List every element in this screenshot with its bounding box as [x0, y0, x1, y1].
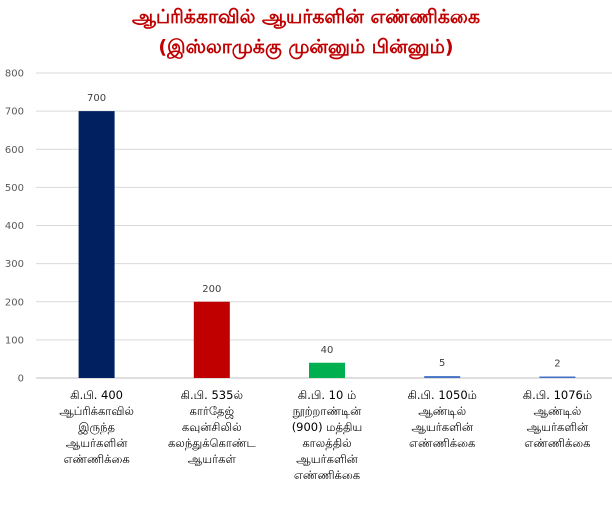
category-label-line: ஆயர்கள் [187, 452, 236, 466]
category-label-line: கி.பி. 1050ம் [407, 388, 477, 402]
data-label-3: 40 [321, 345, 334, 356]
category-label-5: கி.பி. 1076ம் ஆண்டில் ஆயர்களின் எண்ணிக்கை [501, 387, 612, 451]
category-label-line: எண்ணிக்கை [409, 436, 476, 450]
y-tick-label: 400 [5, 221, 24, 232]
data-label-1: 700 [87, 93, 106, 104]
y-tick-label: 200 [5, 297, 24, 308]
y-tick-label: 300 [5, 259, 24, 270]
data-label-5: 2 [554, 359, 560, 370]
y-tick-label: 800 [5, 69, 24, 80]
data-label-4: 5 [439, 358, 445, 369]
chart-title-line-1: ஆப்ரிக்காவில் ஆயர்களின் எண்ணிக்கை [131, 6, 481, 28]
category-label-1: கி.பி. 400 ஆப்ரிக்காவில் இருந்த ஆயர்களின் எண… [41, 387, 153, 467]
category-label-line: ஆண்டில் [533, 404, 582, 418]
category-label-line: கலந்துக்கொண்ட [167, 436, 256, 450]
category-label-line: கவுன்சிலில் [181, 420, 242, 434]
category-label-line: (900) மத்திய [291, 420, 363, 434]
category-label-line: ஆயர்களின் [296, 452, 358, 466]
category-label-line: ஆயர்களின் [411, 420, 473, 434]
bar-3 [309, 362, 345, 378]
category-label-line: நூற்றாண்டின் [292, 404, 362, 418]
category-label-4: கி.பி. 1050ம் ஆண்டில் ஆயர்களின் எண்ணிக்கை [386, 387, 498, 451]
chart-title-line-2: (இஸ்லாமுக்கு முன்னும் பின்னும்) [158, 36, 454, 58]
y-tick-label: 500 [5, 183, 24, 194]
category-label-line: ஆயர்களின் [65, 436, 128, 450]
y-tick-label: 100 [5, 335, 24, 346]
category-label-line: கார்தேஜ் [189, 404, 235, 418]
category-label-line: எண்ணிக்கை [293, 468, 361, 482]
bar-2 [193, 301, 230, 378]
bar-5 [539, 376, 576, 378]
category-label-line: கி.பி. 1076ம் [522, 388, 593, 402]
chart-title: ஆப்ரிக்காவில் ஆயர்களின் எண்ணிக்கை (இஸ்லா… [0, 2, 612, 62]
y-tick-label: 0 [18, 374, 24, 385]
y-tick-label: 600 [5, 145, 24, 156]
category-label-line: கி.பி. 400 [70, 388, 123, 402]
category-label-line: ஆண்டில் [418, 404, 467, 418]
category-label-line: கி.பி. 535ல் [180, 388, 243, 402]
category-label-3: கி.பி. 10 ம் நூற்றாண்டின் (900) மத்திய காலத… [271, 387, 383, 483]
category-label-line: காலத்தில் [302, 436, 352, 450]
category-label-line: எண்ணிக்கை [63, 452, 130, 466]
category-label-line: ஆப்ரிக்காவில் [59, 404, 134, 418]
category-label-2: கி.பி. 535ல் கார்தேஜ் கவுன்சிலில் கலந்துக்க… [156, 387, 268, 467]
category-label-line: ஆயர்களின் [526, 420, 589, 434]
data-label-2: 200 [202, 284, 221, 295]
category-label-line: எண்ணிக்கை [524, 436, 591, 450]
category-label-line: கி.பி. 10 ம் [297, 388, 357, 402]
bar-1 [78, 111, 115, 378]
category-label-line: இருந்த [78, 420, 115, 434]
bar-4 [424, 376, 461, 378]
y-tick-label: 700 [5, 107, 24, 118]
